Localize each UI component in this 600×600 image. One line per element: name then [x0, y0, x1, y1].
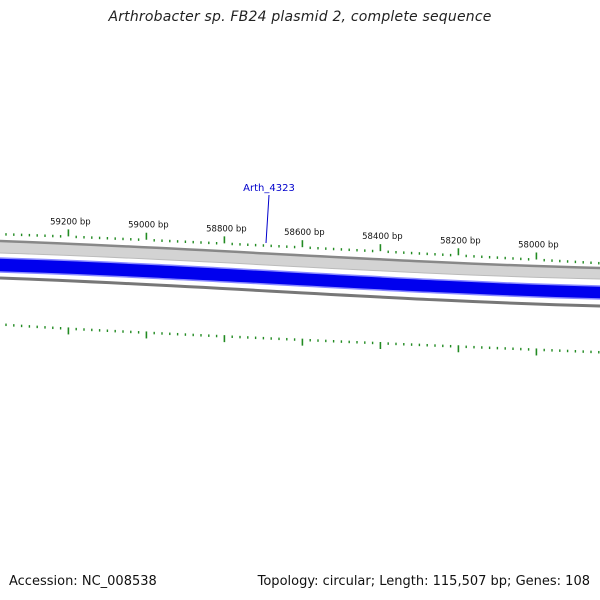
scale-label: 59200 bp: [50, 217, 91, 227]
topology-label: Topology:: [257, 574, 319, 589]
length-value: 115,507 bp: [432, 574, 508, 589]
scale-labels: 59200 bp 59000 bp 58800 bp 58600 bp 58400 bp…: [50, 217, 559, 250]
feature-pointer-line: [265, 194, 270, 244]
forward-gene-band-outer-edge: [0, 257, 600, 287]
scale-ticks-inner: [5, 323, 600, 356]
forward-gene-band-inner-edge: [0, 271, 600, 300]
scale-label: 58400 bp: [362, 232, 403, 242]
genes-label: Genes:: [515, 574, 562, 589]
backbone-ring: [0, 241, 600, 279]
separator: ;: [507, 574, 516, 589]
scale-label: 59000 bp: [128, 221, 169, 231]
accession-info: Accession: NC_008538: [9, 574, 157, 589]
backbone-ring-outer-edge: [0, 239, 600, 270]
backbone-ring-inner-edge: [0, 252, 600, 280]
scale-label: 58600 bp: [284, 228, 325, 238]
scale-label: 58200 bp: [440, 236, 481, 246]
accession-label: Accession:: [9, 574, 78, 589]
page-title: Arthrobacter sp. FB24 plasmid 2, complet…: [108, 9, 492, 25]
length-label: Length:: [379, 574, 429, 589]
inner-ring: [0, 276, 600, 308]
scale-label: 58800 bp: [206, 224, 247, 234]
topology-value: circular: [322, 574, 371, 589]
separator: ;: [370, 574, 380, 589]
genes-value: 108: [565, 574, 590, 589]
scale-ticks-outer: [5, 229, 600, 265]
scale-label: 58000 bp: [518, 240, 559, 250]
sequence-summary: Topology: circular; Length: 115,507 bp; …: [258, 574, 590, 589]
forward-gene-band: [0, 258, 600, 299]
accession-value: NC_008538: [81, 574, 157, 589]
feature-label-arth-4323[interactable]: Arth_4323: [243, 183, 295, 194]
